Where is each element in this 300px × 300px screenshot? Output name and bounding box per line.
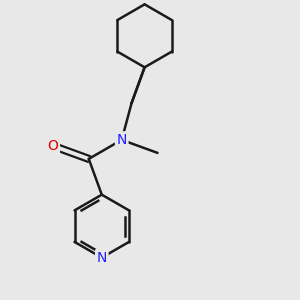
Text: O: O — [47, 139, 58, 153]
Text: N: N — [97, 250, 107, 265]
Text: N: N — [116, 133, 127, 147]
